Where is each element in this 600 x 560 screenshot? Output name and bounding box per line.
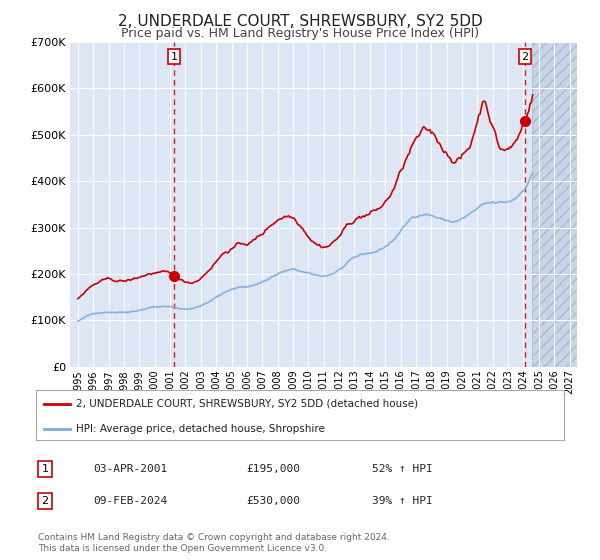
Text: 2, UNDERDALE COURT, SHREWSBURY, SY2 5DD (detached house): 2, UNDERDALE COURT, SHREWSBURY, SY2 5DD … bbox=[76, 399, 418, 409]
Text: Price paid vs. HM Land Registry's House Price Index (HPI): Price paid vs. HM Land Registry's House … bbox=[121, 27, 479, 40]
Text: 09-FEB-2024: 09-FEB-2024 bbox=[93, 496, 167, 506]
Text: 2: 2 bbox=[41, 496, 49, 506]
Bar bbox=[532, 42, 577, 367]
Bar bbox=[532, 42, 577, 367]
Text: 03-APR-2001: 03-APR-2001 bbox=[93, 464, 167, 474]
Text: 52% ↑ HPI: 52% ↑ HPI bbox=[372, 464, 433, 474]
Text: 1: 1 bbox=[41, 464, 49, 474]
Text: Contains HM Land Registry data © Crown copyright and database right 2024.
This d: Contains HM Land Registry data © Crown c… bbox=[38, 533, 389, 553]
Text: 39% ↑ HPI: 39% ↑ HPI bbox=[372, 496, 433, 506]
Text: £195,000: £195,000 bbox=[246, 464, 300, 474]
Text: 1: 1 bbox=[170, 52, 178, 62]
Text: 2: 2 bbox=[521, 52, 529, 62]
Text: £530,000: £530,000 bbox=[246, 496, 300, 506]
Text: 2, UNDERDALE COURT, SHREWSBURY, SY2 5DD: 2, UNDERDALE COURT, SHREWSBURY, SY2 5DD bbox=[118, 14, 482, 29]
Text: HPI: Average price, detached house, Shropshire: HPI: Average price, detached house, Shro… bbox=[76, 424, 325, 434]
